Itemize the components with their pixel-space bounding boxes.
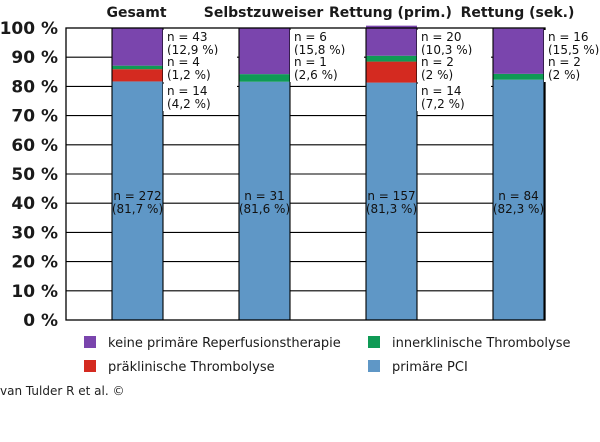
category-label: Gesamt	[106, 5, 166, 21]
data-label-bg	[417, 84, 491, 111]
data-label: n = 43(12,9 %)	[163, 30, 237, 57]
data-label-text: n = 43	[167, 30, 208, 44]
category-label: Rettung (prim.)	[329, 5, 452, 21]
data-label-text: (2,6 %)	[294, 68, 338, 82]
data-label-text: (12,9 %)	[167, 43, 218, 57]
data-label-bg	[290, 30, 364, 57]
data-label-text: (81,3 %)	[366, 202, 417, 216]
data-label-text: n = 16	[548, 30, 589, 44]
data-label-text: n = 14	[421, 84, 462, 98]
legend-swatch	[368, 360, 380, 372]
data-label-text: (1,2 %)	[167, 68, 211, 82]
data-label-text: n = 14	[167, 84, 208, 98]
data-label: n = 4(1,2 %)	[163, 55, 237, 82]
data-label-text: n = 272	[113, 189, 161, 203]
credit-text: van Tulder R et al. ©	[0, 384, 125, 398]
category-label: Rettung (sek.)	[461, 5, 575, 21]
data-label-text: (4,2 %)	[167, 97, 211, 111]
bar-segment	[366, 61, 417, 83]
y-tick-label: 50 %	[11, 165, 58, 185]
bar-segment	[366, 82, 417, 320]
y-tick-label: 80 %	[11, 77, 58, 97]
data-label-text: n = 2	[421, 55, 454, 69]
bar-segment	[112, 81, 163, 320]
bar-segment	[366, 55, 417, 62]
data-label-text: n = 6	[294, 30, 327, 44]
y-tick-label: 40 %	[11, 194, 58, 214]
data-label-text: n = 2	[548, 55, 581, 69]
data-label: n = 14(4,2 %)	[163, 84, 237, 111]
data-label-bg	[163, 84, 237, 111]
y-tick-label: 20 %	[11, 253, 58, 273]
data-label: n = 1(2,6 %)	[290, 55, 364, 82]
y-tick-label: 100 %	[0, 19, 58, 39]
data-label: n = 2(2 %)	[417, 55, 491, 82]
bar-segment	[493, 79, 544, 321]
data-label-bg	[417, 55, 491, 82]
legend-label: innerklinische Thrombolyse	[392, 336, 570, 351]
y-tick-label: 60 %	[11, 136, 58, 156]
y-tick-label: 30 %	[11, 223, 58, 243]
data-label-bg	[290, 55, 364, 82]
data-label-text: n = 84	[498, 189, 539, 203]
bar-segment	[366, 25, 417, 56]
data-label-bg	[544, 55, 600, 82]
legend-label: primäre PCI	[392, 360, 468, 375]
data-label: n = 2(2 %)	[544, 55, 600, 82]
data-label: n = 272(81,7 %)	[112, 189, 163, 216]
data-label: n = 31(81,6 %)	[239, 189, 290, 216]
bar-segment	[493, 73, 544, 80]
data-label: n = 84(82,3 %)	[493, 189, 544, 216]
data-label-text: (15,5 %)	[548, 43, 599, 57]
legend-label: keine primäre Reperfusionstherapie	[108, 336, 341, 351]
legend-swatch	[84, 360, 96, 372]
y-tick-label: 90 %	[11, 48, 58, 68]
bar-segment	[239, 28, 290, 75]
data-label-text: (82,3 %)	[493, 202, 544, 216]
data-label-bg	[544, 30, 600, 57]
data-label-text: n = 31	[244, 189, 285, 203]
bar-segment	[239, 81, 290, 320]
data-label-text: (81,7 %)	[112, 202, 163, 216]
y-tick-label: 0 %	[23, 311, 58, 331]
bar-segment	[493, 28, 544, 74]
data-label: n = 157(81,3 %)	[366, 189, 417, 216]
data-label-text: (15,8 %)	[294, 43, 345, 57]
data-label-bg	[417, 30, 491, 57]
legend-label: präklinische Thrombolyse	[108, 360, 275, 375]
data-label-bg	[163, 55, 237, 82]
data-label-text: (2 %)	[421, 68, 453, 82]
y-tick-label: 70 %	[11, 107, 58, 127]
bar-segment	[112, 69, 163, 82]
data-label-text: (10,3 %)	[421, 43, 472, 57]
plot-frame	[65, 27, 546, 321]
legend-swatch	[368, 336, 380, 348]
data-label-text: (81,6 %)	[239, 202, 290, 216]
bar-segment	[112, 65, 163, 70]
data-label-bg	[163, 30, 237, 57]
data-label-text: n = 157	[367, 189, 415, 203]
data-label-text: n = 1	[294, 55, 327, 69]
data-label-text: n = 20	[421, 30, 462, 44]
category-label: Selbstzuweiser	[204, 5, 324, 21]
data-label-text: n = 4	[167, 55, 200, 69]
data-label: n = 20(10,3 %)	[417, 30, 491, 57]
y-tick-label: 10 %	[11, 282, 58, 302]
legend-swatch	[84, 336, 96, 348]
data-label: n = 6(15,8 %)	[290, 30, 364, 57]
bar-segment	[112, 28, 163, 66]
data-label-text: (2 %)	[548, 68, 580, 82]
bar-segment	[239, 74, 290, 82]
data-label-text: (7,2 %)	[421, 97, 465, 111]
data-label: n = 14(7,2 %)	[417, 84, 491, 111]
data-label: n = 16(15,5 %)	[544, 30, 600, 57]
